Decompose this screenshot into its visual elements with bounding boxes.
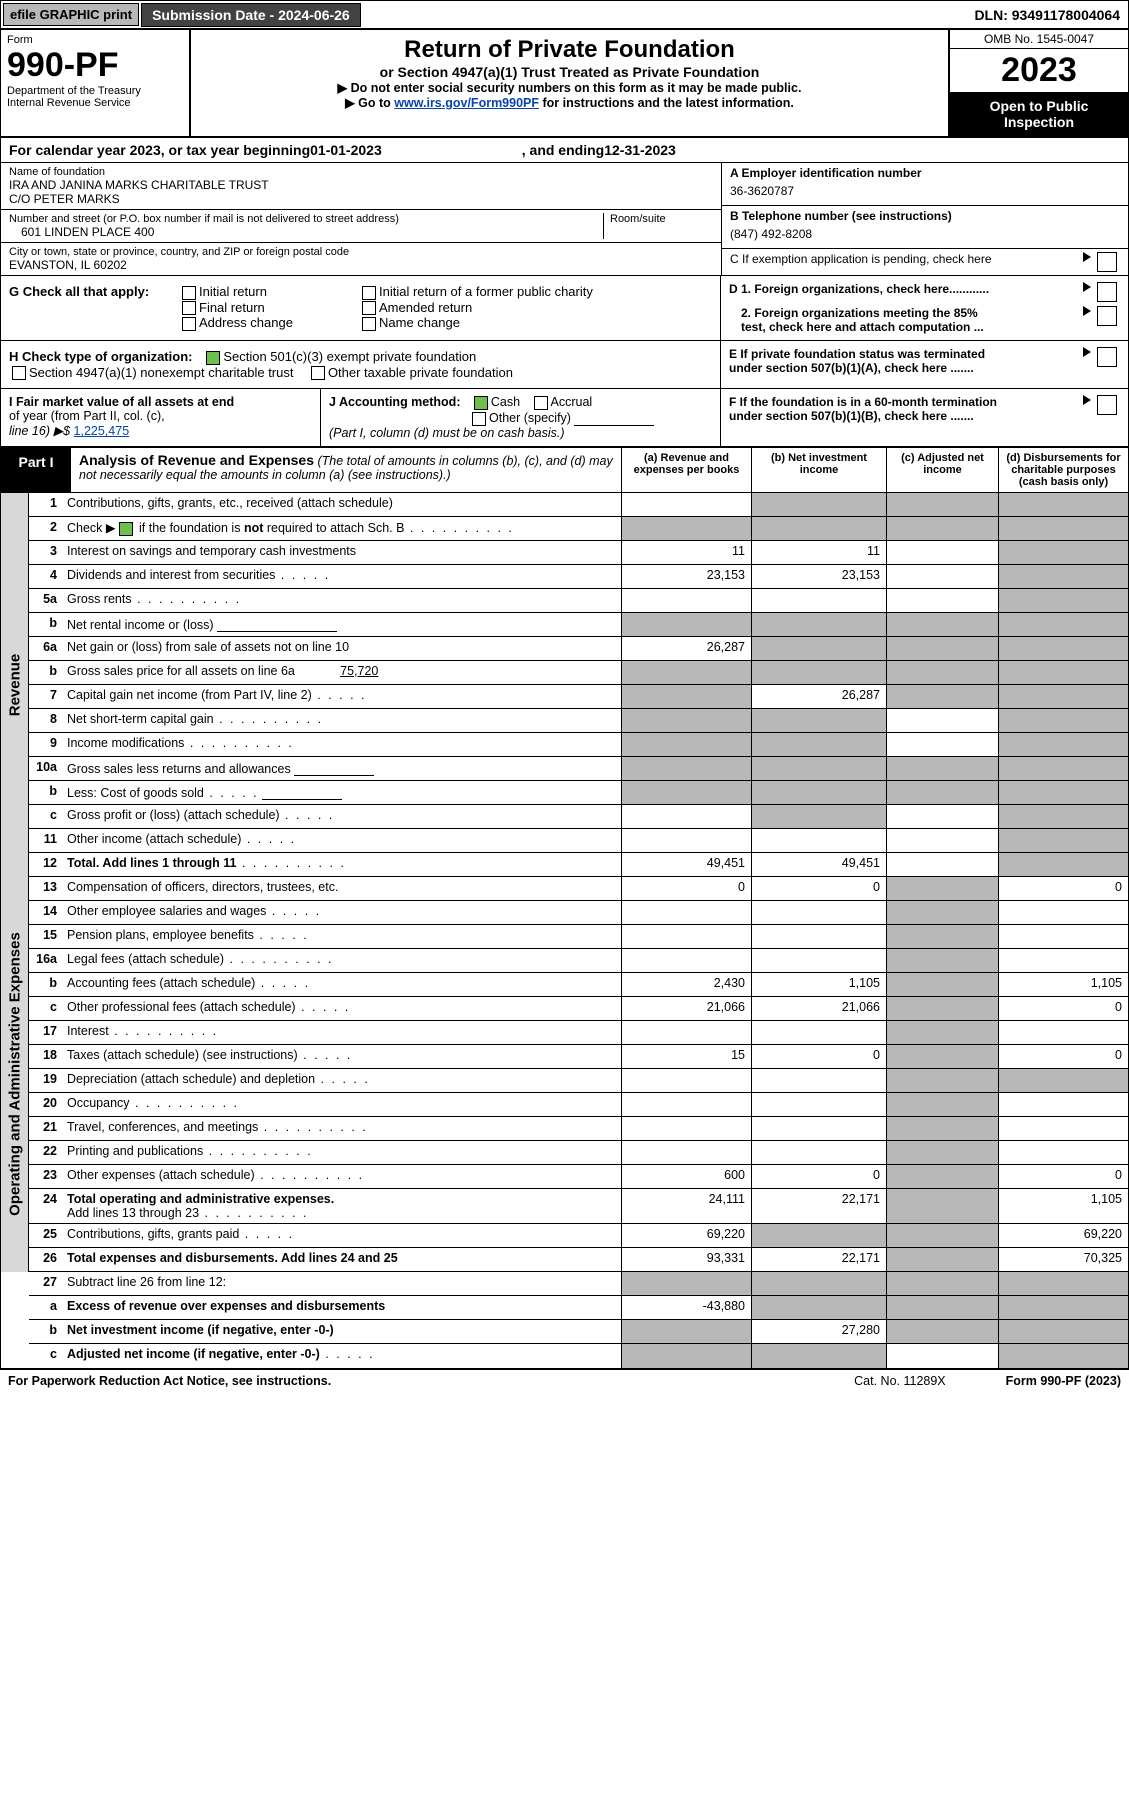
d2-checkbox[interactable]: [1097, 306, 1117, 326]
h-501c3-checkbox[interactable]: [206, 351, 220, 365]
exemption-pending-cell: C If exemption application is pending, c…: [722, 249, 1128, 275]
g-address-checkbox[interactable]: [182, 317, 196, 331]
g-initial-checkbox[interactable]: [182, 286, 196, 300]
efile-print-button[interactable]: efile GRAPHIC print: [3, 3, 139, 26]
schb-checkbox[interactable]: [119, 522, 133, 536]
part1-label: Part I: [1, 448, 71, 492]
form990pf-link[interactable]: www.irs.gov/Form990PF: [394, 96, 539, 110]
j-cash-checkbox[interactable]: [474, 396, 488, 410]
c-checkbox[interactable]: [1097, 252, 1117, 272]
e-section: E If private foundation status was termi…: [721, 341, 1128, 388]
calendar-year-row: For calendar year 2023, or tax year begi…: [1, 138, 1128, 163]
col-c-header: (c) Adjusted net income: [886, 448, 998, 492]
f-checkbox[interactable]: [1097, 395, 1117, 415]
form-header: Form 990-PF Department of the Treasury I…: [1, 30, 1128, 138]
i-section: I Fair market value of all assets at end…: [1, 389, 321, 446]
j-accrual-checkbox[interactable]: [534, 396, 548, 410]
form-subtitle: or Section 4947(a)(1) Trust Treated as P…: [201, 64, 938, 80]
line27-block: 27Subtract line 26 from line 12: aExcess…: [29, 1272, 1128, 1368]
j-other-checkbox[interactable]: [472, 412, 486, 426]
h-e-row: H Check type of organization: Section 50…: [1, 341, 1128, 389]
col-a-header: (a) Revenue and expenses per books: [621, 448, 751, 492]
revenue-side-label: Revenue: [1, 493, 29, 877]
submission-date: Submission Date - 2024-06-26: [141, 3, 361, 27]
g-amended-checkbox[interactable]: [362, 301, 376, 315]
part1-title: Analysis of Revenue and Expenses (The to…: [71, 448, 621, 492]
j-section: J Accounting method: Cash Accrual Other …: [321, 389, 721, 446]
g-final-checkbox[interactable]: [182, 301, 196, 315]
name-cell: Name of foundation IRA AND JANINA MARKS …: [1, 163, 721, 210]
d1-checkbox[interactable]: [1097, 282, 1117, 302]
form-container: efile GRAPHIC print Submission Date - 20…: [0, 0, 1129, 1369]
pointer-icon: [1083, 306, 1091, 316]
pointer-icon: [1083, 252, 1091, 262]
fmv-value: 1,225,475: [74, 424, 130, 438]
d-section: D 1. Foreign organizations, check here..…: [721, 276, 1128, 340]
ein-cell: A Employer identification number 36-3620…: [722, 163, 1128, 206]
header-center: Return of Private Foundation or Section …: [191, 30, 948, 136]
i-j-f-row: I Fair market value of all assets at end…: [1, 389, 1128, 448]
form-number: 990-PF: [7, 46, 183, 85]
pointer-icon: [1083, 347, 1091, 357]
pointer-icon: [1083, 282, 1091, 292]
cat-no: Cat. No. 11289X: [854, 1374, 946, 1388]
foundation-info: Name of foundation IRA AND JANINA MARKS …: [1, 163, 1128, 276]
part1-header: Part I Analysis of Revenue and Expenses …: [1, 448, 1128, 493]
g-name-checkbox[interactable]: [362, 317, 376, 331]
revenue-table: Revenue 1Contributions, gifts, grants, e…: [1, 493, 1128, 877]
h-other-checkbox[interactable]: [311, 366, 325, 380]
tax-year: 2023: [950, 49, 1128, 92]
expenses-table: Operating and Administrative Expenses 13…: [1, 877, 1128, 1272]
irs: Internal Revenue Service: [7, 97, 183, 109]
dept: Department of the Treasury: [7, 85, 183, 97]
inst-1: ▶ Do not enter social security numbers o…: [201, 80, 938, 95]
header-left: Form 990-PF Department of the Treasury I…: [1, 30, 191, 136]
address-cell: Number and street (or P.O. box number if…: [1, 210, 721, 243]
form-title: Return of Private Foundation: [201, 36, 938, 64]
city-cell: City or town, state or province, country…: [1, 243, 721, 275]
h-section: H Check type of organization: Section 50…: [1, 341, 721, 388]
column-headers: (a) Revenue and expenses per books (b) N…: [621, 448, 1128, 492]
g-d-row: G Check all that apply: Initial return F…: [1, 276, 1128, 341]
expenses-side-label: Operating and Administrative Expenses: [1, 877, 29, 1272]
h-4947-checkbox[interactable]: [12, 366, 26, 380]
form-no-footer: Form 990-PF (2023): [1006, 1374, 1121, 1388]
phone-cell: B Telephone number (see instructions) (8…: [722, 206, 1128, 249]
pointer-icon: [1083, 395, 1091, 405]
g-initial-public-checkbox[interactable]: [362, 286, 376, 300]
header-right: OMB No. 1545-0047 2023 Open to Public In…: [948, 30, 1128, 136]
inst-2: ▶ Go to www.irs.gov/Form990PF for instru…: [201, 95, 938, 110]
e-checkbox[interactable]: [1097, 347, 1117, 367]
g-section: G Check all that apply: Initial return F…: [1, 276, 721, 340]
col-b-header: (b) Net investment income: [751, 448, 886, 492]
form-word: Form: [7, 34, 183, 46]
footer: For Paperwork Reduction Act Notice, see …: [0, 1369, 1129, 1392]
col-d-header: (d) Disbursements for charitable purpose…: [998, 448, 1128, 492]
omb-number: OMB No. 1545-0047: [950, 30, 1128, 49]
topbar: efile GRAPHIC print Submission Date - 20…: [1, 1, 1128, 30]
open-to-public: Open to Public Inspection: [950, 92, 1128, 136]
dln: DLN: 93491178004064: [966, 4, 1128, 26]
pra-notice: For Paperwork Reduction Act Notice, see …: [8, 1374, 331, 1388]
f-section: F If the foundation is in a 60-month ter…: [721, 389, 1128, 446]
